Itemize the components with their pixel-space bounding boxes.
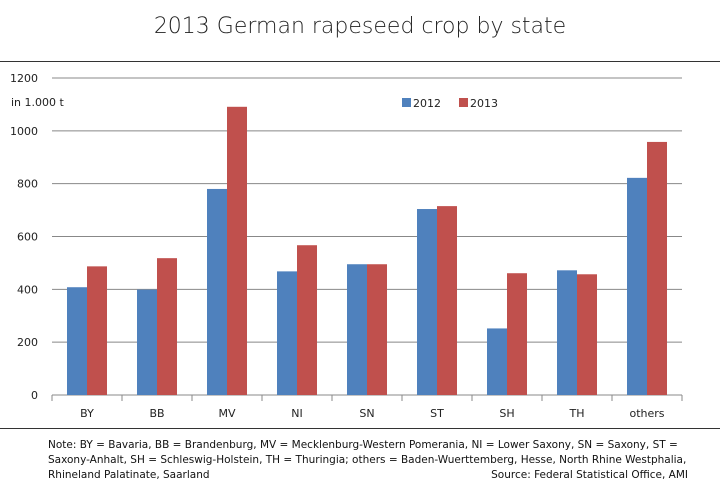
legend-label-2012: 2012 bbox=[413, 97, 441, 110]
bar-2012-SN bbox=[347, 264, 367, 395]
x-tick-label: others bbox=[629, 407, 664, 420]
bar-2012-NI bbox=[277, 271, 297, 395]
y-tick-label: 1200 bbox=[10, 72, 38, 85]
bar-2013-BY bbox=[87, 266, 107, 395]
bar-2013-others bbox=[647, 141, 667, 395]
bar-2012-TH bbox=[557, 270, 577, 395]
legend-swatch-2013 bbox=[459, 98, 468, 107]
title-divider bbox=[0, 61, 720, 62]
y-axis-label: in 1.000 t bbox=[11, 96, 65, 109]
bar-2013-MV bbox=[227, 106, 247, 396]
bar-2013-TH bbox=[577, 274, 597, 395]
y-tick-label: 400 bbox=[17, 283, 38, 296]
chart-plot: 0 200 400 600 800 1000 1200 in 1.000 t BY BB MV NI S… bbox=[10, 72, 683, 420]
bar-2012-BY bbox=[67, 287, 87, 395]
legend-label-2013: 2013 bbox=[470, 97, 498, 110]
x-tick-label: BB bbox=[149, 407, 164, 420]
source-text: Source: Federal Statistical Office, AMI bbox=[491, 469, 688, 481]
bar-2012-BB bbox=[137, 289, 157, 395]
bar-2012-others bbox=[627, 177, 647, 395]
y-tick-label: 600 bbox=[17, 231, 38, 244]
legend-swatch-2012 bbox=[402, 98, 411, 107]
x-tick-label: ST bbox=[430, 407, 444, 420]
note-text: Note: BY = Bavaria, BB = Brandenburg, MV… bbox=[48, 439, 687, 481]
chart-title: 2013 German rapeseed crop by state bbox=[153, 14, 567, 39]
x-tick-label: SH bbox=[499, 407, 514, 420]
y-tick-label: 1000 bbox=[10, 125, 38, 138]
bar-2013-ST bbox=[437, 206, 457, 395]
x-tick-label: BY bbox=[80, 407, 94, 420]
x-tick-label: NI bbox=[291, 407, 302, 420]
x-tick-label: MV bbox=[218, 407, 235, 420]
bar-2013-NI bbox=[297, 245, 317, 395]
x-tick-label: TH bbox=[569, 407, 585, 420]
y-tick-label: 0 bbox=[31, 389, 38, 402]
bar-2013-SH bbox=[507, 273, 527, 395]
y-tick-label: 200 bbox=[17, 336, 38, 349]
bar-2013-SN bbox=[367, 264, 387, 395]
y-tick-label: 800 bbox=[17, 178, 38, 191]
bar-2012-ST bbox=[417, 209, 437, 395]
chart-note: Note: BY = Bavaria, BB = Brandenburg, MV… bbox=[48, 438, 688, 483]
note-divider bbox=[0, 428, 720, 429]
x-tick-label: SN bbox=[359, 407, 374, 420]
bar-2012-SH bbox=[487, 328, 507, 395]
bar-2012-MV bbox=[207, 188, 227, 395]
bar-2013-BB bbox=[157, 258, 177, 395]
